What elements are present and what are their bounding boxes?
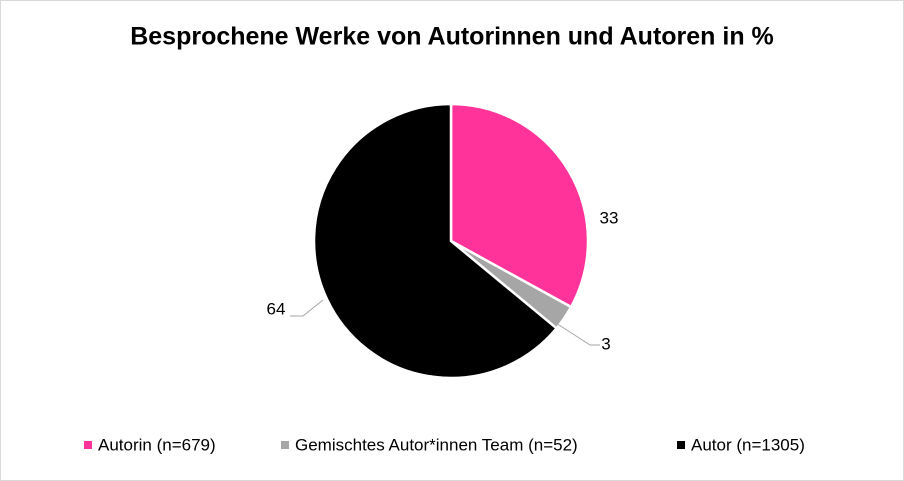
data-label: 33 — [600, 208, 619, 227]
legend-label: Autorin (n=679) — [98, 435, 216, 454]
data-label: 64 — [267, 299, 286, 318]
legend-marker — [84, 441, 92, 449]
pie-slice — [449, 102, 590, 309]
legend-label: Gemischtes Autor*innen Team (n=52) — [295, 435, 578, 454]
chart-title: Besprochene Werke von Autorinnen und Aut… — [130, 23, 774, 51]
pie-slice — [312, 102, 559, 380]
legend-label: Autor (n=1305) — [691, 435, 805, 454]
legend-marker — [677, 441, 685, 449]
leader-line — [290, 299, 324, 317]
legend-marker — [281, 441, 289, 449]
data-label: 3 — [601, 334, 610, 353]
leader-line — [555, 322, 600, 346]
